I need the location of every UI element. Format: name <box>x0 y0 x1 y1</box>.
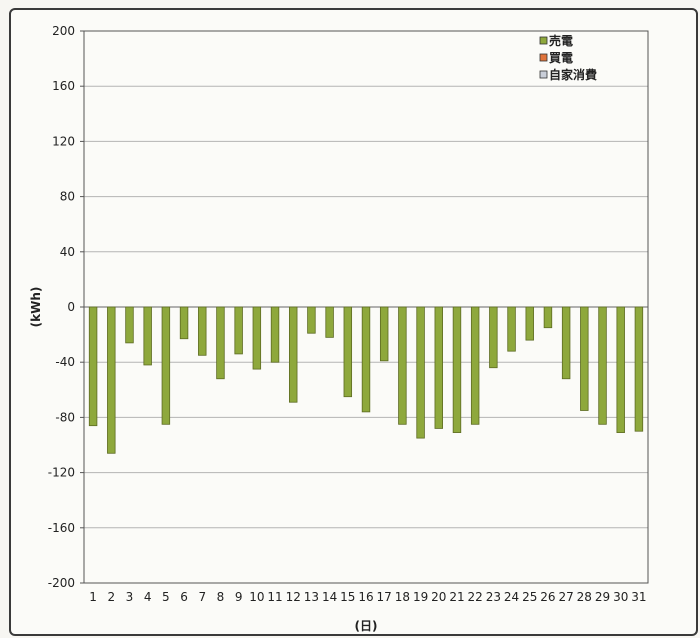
bar <box>216 306 225 380</box>
bar <box>634 306 644 432</box>
y-tick-label: -80 <box>55 410 75 424</box>
y-tick-label: 120 <box>52 134 75 148</box>
x-tick-label: 1 <box>89 590 97 604</box>
legend-swatch <box>539 70 548 79</box>
bar <box>525 306 534 341</box>
bar <box>325 306 334 338</box>
x-tick-label: 22 <box>468 590 483 604</box>
bar <box>361 306 371 413</box>
x-tick-label: 6 <box>180 590 188 604</box>
y-axis-label: (kWh) <box>29 287 43 328</box>
y-axis-ticks: 200 160 120 80 40 0 -40 -80 -120 -160 -200 <box>48 24 84 590</box>
bar <box>107 306 116 454</box>
x-tick-label: 25 <box>522 590 537 604</box>
legend-label: 売電 <box>549 33 573 48</box>
x-tick-label: 3 <box>126 590 134 604</box>
x-tick-label: 17 <box>377 590 392 604</box>
y-tick-label: -160 <box>48 521 75 535</box>
x-tick-label: 8 <box>217 590 225 604</box>
x-tick-label: 26 <box>540 590 555 604</box>
y-tick-label: 0 <box>67 300 75 314</box>
x-tick-label: 30 <box>613 590 628 604</box>
x-tick-label: 14 <box>322 590 337 604</box>
y-tick-label: -40 <box>55 355 75 369</box>
x-tick-label: 29 <box>595 590 610 604</box>
bar <box>507 306 516 352</box>
bar <box>198 306 207 356</box>
x-tick-label: 23 <box>486 590 501 604</box>
bar <box>598 306 607 425</box>
y-tick-label: 40 <box>60 245 75 259</box>
bar <box>489 306 498 369</box>
bar <box>307 306 316 334</box>
bar <box>343 306 353 398</box>
x-tick-label: 4 <box>144 590 152 604</box>
x-tick-label: 27 <box>558 590 573 604</box>
y-tick-label: 200 <box>52 24 75 38</box>
bar <box>561 306 571 380</box>
bar <box>289 306 298 403</box>
x-tick-label: 31 <box>631 590 646 604</box>
x-tick-label: 2 <box>107 590 115 604</box>
x-tick-label: 15 <box>340 590 355 604</box>
bar <box>161 306 171 425</box>
y-tick-label: 80 <box>60 190 75 204</box>
bar <box>616 306 625 433</box>
x-tick-label: 5 <box>162 590 170 604</box>
legend-label: 買電 <box>549 51 573 65</box>
bar <box>125 306 134 344</box>
x-tick-label: 21 <box>449 590 464 604</box>
x-tick-label: 19 <box>413 590 428 604</box>
y-tick-label: -120 <box>48 466 75 480</box>
bar <box>252 306 262 370</box>
bar <box>470 306 480 425</box>
bar <box>143 306 152 366</box>
x-tick-label: 18 <box>395 590 410 604</box>
x-tick-label: 28 <box>577 590 592 604</box>
legend-swatch <box>539 36 548 45</box>
x-tick-label: 13 <box>304 590 319 604</box>
bar <box>580 306 589 411</box>
x-tick-label: 24 <box>504 590 519 604</box>
bar <box>270 306 280 363</box>
bar <box>543 306 553 329</box>
bar <box>88 306 98 427</box>
x-tick-label: 20 <box>431 590 446 604</box>
bar <box>434 306 443 429</box>
x-tick-label: 10 <box>249 590 264 604</box>
legend-swatch <box>539 53 548 62</box>
bar <box>234 306 243 355</box>
bar <box>416 306 425 439</box>
x-tick-label: 9 <box>235 590 243 604</box>
bar <box>398 306 407 425</box>
bar <box>452 306 462 433</box>
x-axis-label: (日) <box>355 619 378 633</box>
legend-label: 自家消費 <box>549 67 597 82</box>
x-tick-label: 16 <box>358 590 373 604</box>
y-tick-label: -200 <box>48 576 75 590</box>
x-tick-label: 11 <box>267 590 282 604</box>
x-tick-label: 7 <box>198 590 206 604</box>
x-tick-label: 12 <box>286 590 301 604</box>
y-tick-label: 160 <box>52 79 75 93</box>
bars <box>88 306 644 454</box>
bar <box>179 306 189 340</box>
bar <box>379 306 389 362</box>
x-axis-ticks: 1 2 3 4 5 6 7 8 9 10 11 12 13 14 15 16 17 18 19 20 21 22 23 24 2… <box>89 590 646 604</box>
